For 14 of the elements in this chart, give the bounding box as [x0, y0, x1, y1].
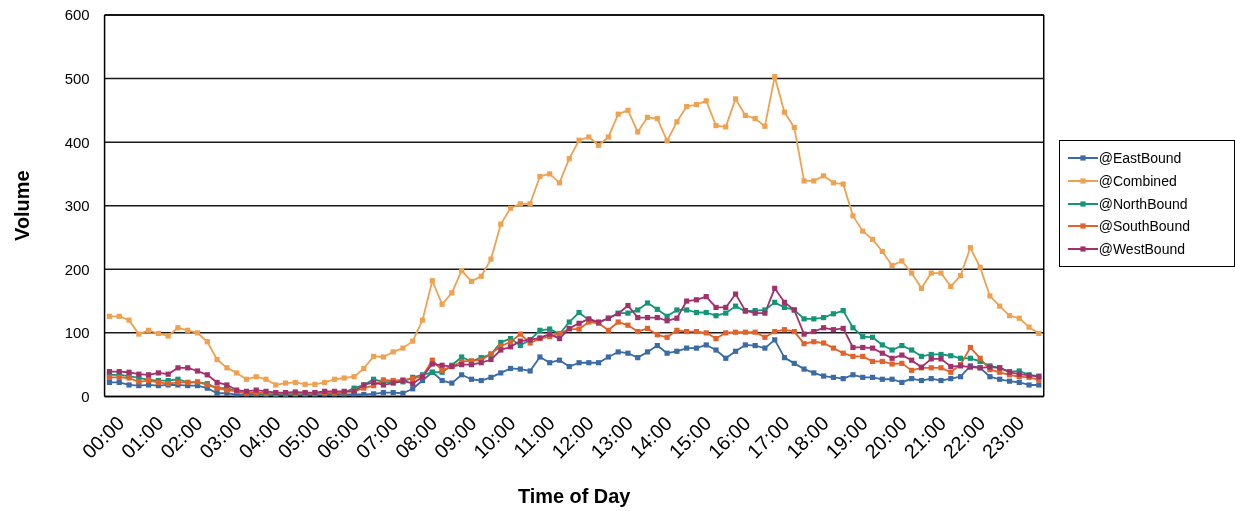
y-tick-label: 300	[64, 197, 90, 215]
y-tick-label: 200	[64, 260, 90, 278]
y-tick-label: 600	[64, 6, 90, 24]
legend-label: @EastBound	[1098, 150, 1182, 167]
y-tick-label: 0	[81, 387, 90, 405]
legend-label: @Combined	[1098, 173, 1177, 190]
y-tick-label: 500	[64, 70, 90, 88]
y-tick-label: 100	[64, 324, 90, 342]
legend-label: @NorthBound	[1098, 195, 1188, 212]
legend-label: @WestBound	[1098, 241, 1186, 258]
y-axis-title: Volume	[10, 170, 33, 241]
x-axis-title: Time of Day	[517, 485, 631, 508]
legend-label: @SouthBound	[1098, 218, 1190, 235]
y-tick-label: 400	[64, 133, 90, 151]
